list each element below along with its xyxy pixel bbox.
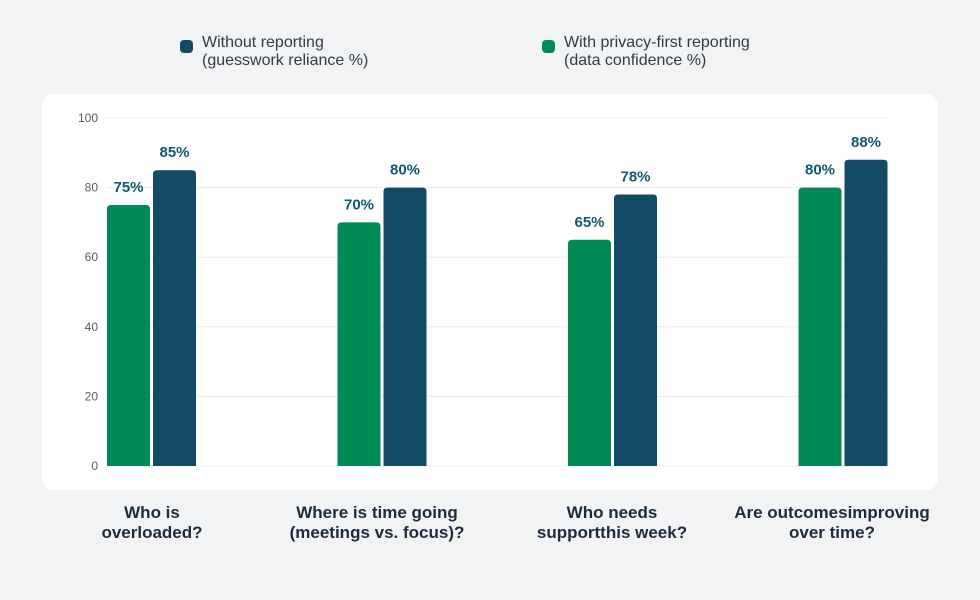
y-tick-label: 0 <box>91 459 98 473</box>
data-label: 80% <box>390 162 420 179</box>
legend-label-without-reporting: Without reporting (guesswork reliance %) <box>202 34 369 69</box>
y-tick-label: 40 <box>85 320 99 334</box>
legend-item-with-reporting: With privacy-first reporting (data confi… <box>542 34 750 70</box>
y-tick-label: 20 <box>85 389 99 403</box>
bar-without-reporting-2 <box>383 187 427 466</box>
bar-with-reporting-3 <box>568 239 611 466</box>
data-label: 65% <box>574 214 604 231</box>
legend: Without reporting (guesswork reliance %)… <box>0 34 980 78</box>
data-label: 80% <box>805 162 835 179</box>
category-label-4: Are outcomesimproving over time? <box>734 503 930 542</box>
y-tick-label: 80 <box>85 181 99 195</box>
legend-swatch-without-reporting <box>180 40 193 53</box>
category-label-2: Where is time going (meetings vs. focus)… <box>289 503 465 542</box>
bar-without-reporting-4 <box>844 159 888 466</box>
chart-panel: 0 20 40 60 80 100 75% 85% 70% 80% 65% 78% 80% 88% <box>42 94 938 490</box>
data-label: 88% <box>851 134 881 151</box>
data-label: 75% <box>113 179 143 196</box>
category-label-3: Who needs supportthis week? <box>536 503 688 542</box>
bar-with-reporting-4 <box>798 187 842 466</box>
bar-chart: 0 20 40 60 80 100 75% 85% 70% 80% 65% 78% 80% 88% <box>78 111 888 473</box>
legend-label-with-reporting: With privacy-first reporting (data confi… <box>564 34 750 69</box>
bar-without-reporting-3 <box>614 194 657 466</box>
category-label-1: Who is overloaded? <box>101 503 203 542</box>
bar-with-reporting-1 <box>107 205 150 466</box>
data-label: 85% <box>159 144 189 161</box>
legend-item-without-reporting: Without reporting (guesswork reliance %) <box>180 34 368 70</box>
legend-swatch-with-reporting <box>542 40 555 53</box>
data-label: 70% <box>344 196 374 213</box>
bar-without-reporting-1 <box>153 170 196 466</box>
data-label: 78% <box>620 169 650 186</box>
bar-with-reporting-2 <box>337 222 381 466</box>
y-tick-label: 100 <box>78 111 98 125</box>
y-tick-label: 60 <box>85 250 99 264</box>
